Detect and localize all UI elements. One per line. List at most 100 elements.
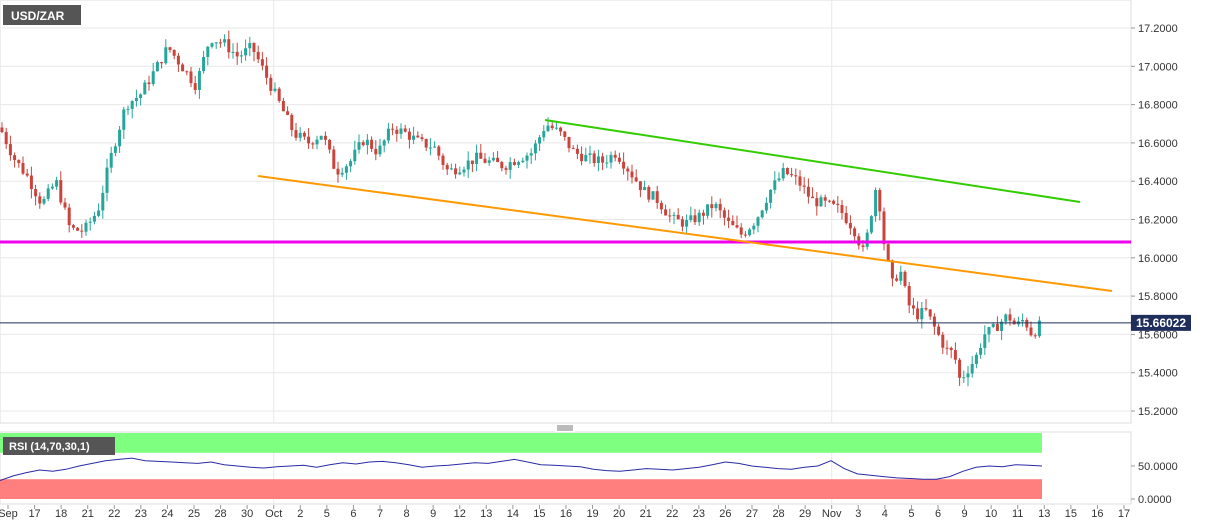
candle-body [239,55,243,57]
time-tick-label: 5 [908,508,914,520]
candle-body [143,82,147,95]
candle-body [512,162,516,165]
panel-resize-handle[interactable] [555,424,575,432]
candle-body [34,189,38,197]
candle-body [676,214,680,220]
candle-body [995,323,999,331]
candle-body [521,160,525,163]
time-tick-label: 20 [613,508,625,520]
candle-body [63,202,67,208]
candle-body [769,189,773,203]
time-tick-label: 29 [799,508,811,520]
rsi-line [0,457,1043,481]
candle-body [517,162,521,165]
candle-body [1021,319,1025,322]
candle-body [584,155,588,162]
candle-body [458,172,462,175]
candle-body [38,196,42,204]
candle-body [987,327,991,335]
candle-body [181,64,185,72]
candle-body [50,186,54,189]
candle-body [878,190,882,212]
candle-body [680,219,684,227]
candle-body [764,202,768,211]
time-tick-label: 30 [241,508,253,520]
candle-body [176,55,180,65]
candlesticks [0,30,1041,387]
candle-body [848,223,852,229]
candle-body [504,168,508,170]
candle-body [0,127,4,133]
candle-body [945,347,949,349]
candle-body [739,227,743,235]
candle-body [227,39,231,53]
candle-body [454,168,458,175]
candle-body [672,214,676,216]
candle-body [202,56,206,72]
candle-body [67,207,71,226]
candle-body [298,132,302,138]
candle-body [689,215,693,221]
candle-body [949,347,953,351]
candle-body [827,200,831,202]
time-tick-label: 2 [297,508,303,520]
candle-body [76,227,80,231]
candle-body [853,228,857,237]
candle-body [874,190,878,217]
rsi-axis: 50.0000 0.0000 [1131,461,1178,506]
candle-body [701,212,705,216]
candle-body [365,139,369,146]
candle-body [361,142,365,146]
time-tick-label: 18 [55,508,67,520]
candle-body [777,178,781,181]
time-tick-label: 25 [188,508,200,520]
price-panel-frame [0,0,1132,424]
candle-body [836,203,840,206]
candle-body [218,42,222,44]
lower-trend-line[interactable] [257,175,1113,292]
price-tick-label: 15.6000 [1138,329,1178,341]
time-tick-label: 16 [1091,508,1103,520]
candle-body [630,171,634,178]
time-axis: Sep 17 18 21 22 23 24 25 28 30 Oct 2 5 6 7 8 9 12 13 14 15 16… [0,505,1130,520]
time-tick-label: 10 [985,508,997,520]
price-tick-label: 15.8000 [1138,291,1178,303]
time-tick-label: 5 [324,508,330,520]
price-axis: 17.2000 17.0000 16.8000 16.6000 16.4000 16.20… [1131,23,1178,418]
time-tick-label: 15 [1065,508,1077,520]
candle-body [487,160,491,163]
candle-body [832,200,836,204]
candle-body [508,162,512,170]
candle-body [323,135,327,140]
candle-body [932,316,936,327]
candle-body [164,47,168,64]
price-tick-label: 16.0000 [1138,253,1178,265]
candle-body [265,65,269,78]
time-tick-label: 13 [480,508,492,520]
price-tick-label: 15.2000 [1138,406,1178,418]
upper-trend-line[interactable] [544,119,1081,203]
candle-body [235,51,239,57]
time-tick-label: 28 [772,508,784,520]
candle-body [319,135,323,140]
candle-body [731,220,735,226]
candle-body [273,88,277,91]
candle-body [643,186,647,191]
candle-body [126,108,130,110]
candle-body [84,222,88,232]
candle-body [315,139,319,145]
time-tick-label: 27 [746,508,758,520]
time-tick-label: 4 [882,508,888,520]
candle-body [634,177,638,182]
time-tick-label: 23 [135,508,147,520]
candle-body [59,180,63,203]
candle-body [449,168,453,170]
candle-body [781,168,785,179]
candle-body [693,215,697,223]
time-tick-label: 3 [855,508,861,520]
candle-body [727,217,731,221]
time-tick-label: 8 [404,508,410,520]
candle-body [231,51,235,53]
candle-body [907,286,911,306]
